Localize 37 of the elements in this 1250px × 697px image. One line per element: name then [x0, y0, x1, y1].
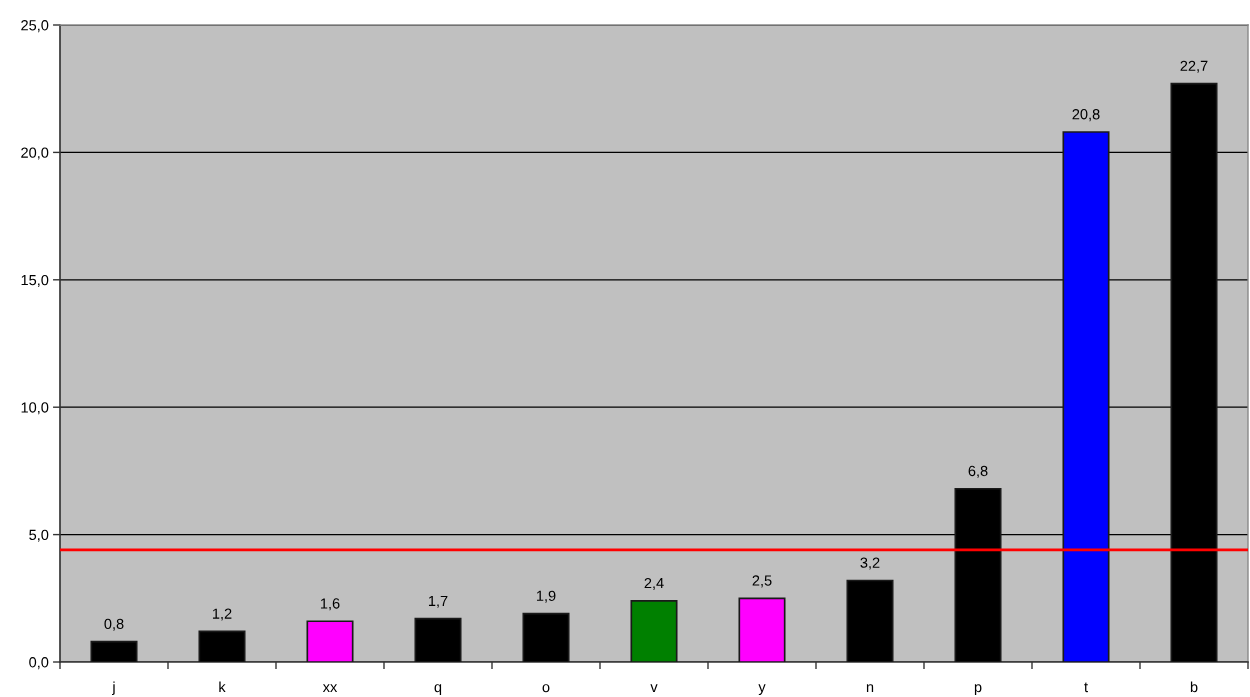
x-tick-label: p	[974, 684, 982, 696]
y-tick-label: 25,0	[21, 20, 49, 33]
data-label: 2,5	[752, 575, 772, 588]
data-label: 2,4	[644, 577, 664, 590]
data-label: 0,8	[104, 618, 124, 631]
bar	[738, 597, 786, 662]
x-tick-label: j	[112, 681, 115, 696]
bar	[90, 640, 138, 662]
x-tick-label: q	[434, 684, 442, 696]
data-label: 22,7	[1180, 60, 1208, 73]
x-tick-label: b	[1190, 681, 1198, 693]
bar	[414, 617, 462, 662]
y-tick-label: 20,0	[21, 147, 49, 160]
data-label: 3,2	[860, 557, 880, 570]
data-label: 1,2	[212, 608, 232, 621]
bar	[306, 620, 354, 662]
y-tick-label: 10,0	[21, 402, 49, 415]
bar	[198, 630, 246, 662]
bar	[1062, 131, 1110, 662]
bar	[522, 612, 570, 662]
data-label: 20,8	[1072, 109, 1100, 122]
bar	[630, 600, 678, 662]
data-label: 1,9	[536, 590, 556, 603]
x-tick-label: n	[866, 684, 874, 693]
bar	[846, 579, 894, 662]
x-tick-label: y	[758, 684, 766, 696]
y-tick-label: 0,0	[29, 657, 49, 670]
y-tick-label: 5,0	[29, 529, 49, 542]
data-label: 1,7	[428, 595, 448, 608]
data-label: 1,6	[320, 598, 340, 611]
y-tick-label: 15,0	[21, 274, 49, 287]
x-tick-label: o	[542, 684, 550, 693]
x-tick-label: t	[1084, 682, 1088, 693]
x-tick-label: v	[650, 684, 658, 693]
x-tick-label: k	[219, 681, 226, 693]
x-tick-label: xx	[322, 684, 338, 693]
data-label: 6,8	[968, 465, 988, 478]
